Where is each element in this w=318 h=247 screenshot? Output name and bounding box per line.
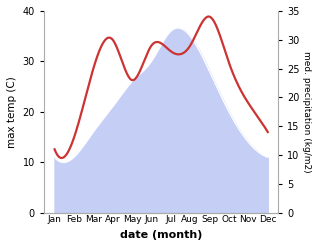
Y-axis label: max temp (C): max temp (C) xyxy=(7,76,17,148)
Y-axis label: med. precipitation (kg/m2): med. precipitation (kg/m2) xyxy=(302,51,311,173)
X-axis label: date (month): date (month) xyxy=(120,230,202,240)
